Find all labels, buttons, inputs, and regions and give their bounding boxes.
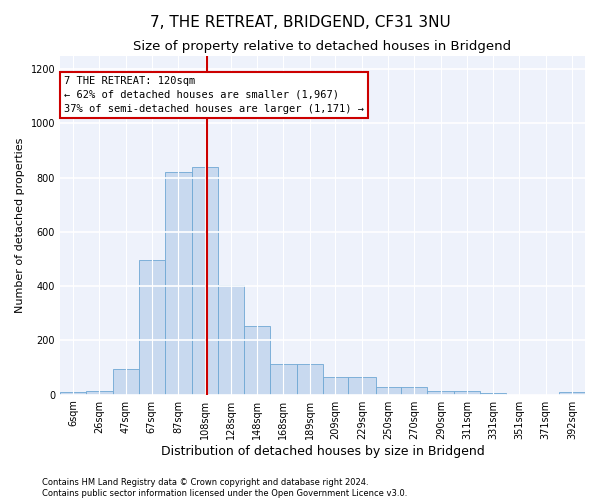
Bar	[296, 364, 323, 394]
Y-axis label: Number of detached properties: Number of detached properties	[15, 138, 25, 313]
Bar	[218, 285, 244, 395]
Bar	[376, 386, 401, 394]
Text: 7 THE RETREAT: 120sqm
← 62% of detached houses are smaller (1,967)
37% of semi-d: 7 THE RETREAT: 120sqm ← 62% of detached …	[64, 76, 364, 114]
Bar	[269, 364, 296, 394]
Bar	[139, 260, 165, 394]
Title: Size of property relative to detached houses in Bridgend: Size of property relative to detached ho…	[133, 40, 512, 53]
Bar	[192, 167, 218, 394]
Text: 7, THE RETREAT, BRIDGEND, CF31 3NU: 7, THE RETREAT, BRIDGEND, CF31 3NU	[149, 15, 451, 30]
X-axis label: Distribution of detached houses by size in Bridgend: Distribution of detached houses by size …	[161, 444, 484, 458]
Bar	[559, 392, 585, 394]
Bar	[454, 390, 480, 394]
Bar	[349, 377, 376, 394]
Bar	[113, 369, 139, 394]
Bar	[427, 390, 454, 394]
Bar	[244, 326, 269, 394]
Bar	[401, 386, 427, 394]
Bar	[86, 390, 113, 394]
Text: Contains HM Land Registry data © Crown copyright and database right 2024.
Contai: Contains HM Land Registry data © Crown c…	[42, 478, 407, 498]
Bar	[60, 392, 86, 394]
Bar	[323, 377, 349, 394]
Bar	[165, 172, 192, 394]
